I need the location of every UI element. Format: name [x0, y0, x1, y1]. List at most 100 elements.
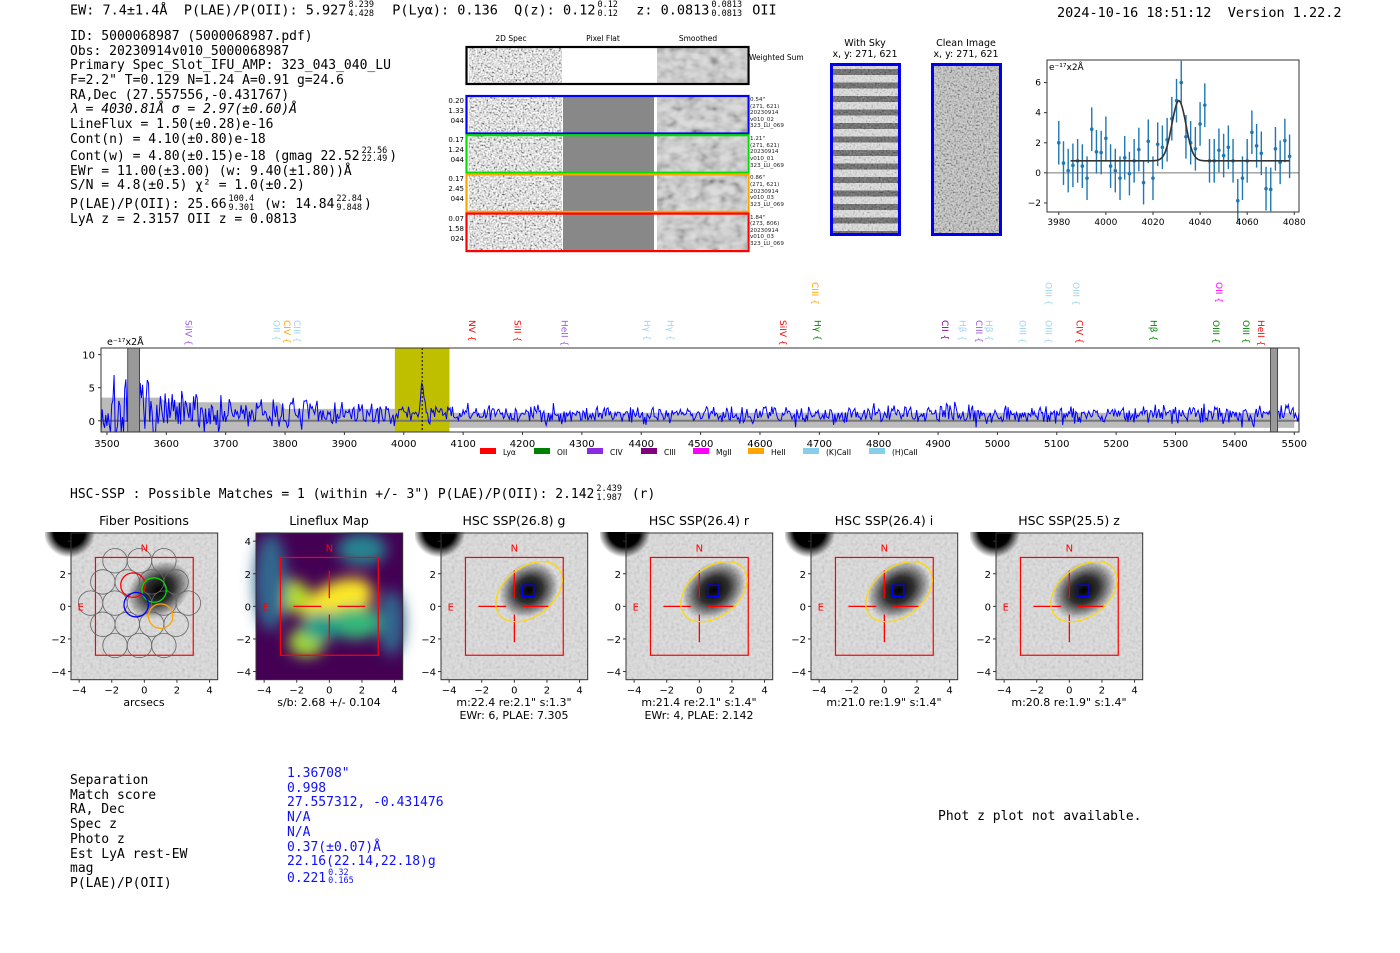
summary-header: EW: 7.4±1.4Å P(LAE)/P(OII): 5.927 8.239 4.… — [70, 1, 777, 19]
catalog-marker — [521, 584, 535, 597]
compass-north: N — [880, 543, 887, 554]
x-tick-label: −4 — [811, 685, 826, 696]
data-point — [1085, 176, 1089, 180]
line-mark-label: Hβ { — [1148, 320, 1158, 341]
row-stat: 044 — [450, 156, 464, 165]
cutout-title: HSC SSP(26.4) i — [834, 513, 934, 528]
spec2d-row — [465, 134, 750, 174]
line-mark-label: OIII { — [1042, 282, 1052, 306]
y-tick-label: −4 — [606, 667, 621, 678]
data-point — [1198, 122, 1202, 126]
source-ellipse — [864, 560, 933, 622]
y-tick-label: −2 — [236, 635, 251, 646]
data-point — [1217, 148, 1221, 153]
x-tick-label: 4 — [206, 685, 212, 696]
spec2d-row — [465, 212, 750, 253]
x-tick-label: 4300 — [569, 439, 594, 450]
x-tick-label: 4000 — [391, 439, 416, 450]
info-id: ID: 5000068987 (5000068987.pdf) — [70, 29, 313, 44]
row-stat: 0.17 — [448, 136, 464, 145]
data-point — [1061, 161, 1066, 165]
line-mark-label: Hγ { — [812, 320, 822, 341]
cutout-title: HSC SSP(25.5) z — [1018, 513, 1120, 528]
x-tick-label: 4020 — [1142, 218, 1165, 228]
pixel-flat — [563, 96, 654, 134]
row-meta-line: (273, 806) — [750, 221, 780, 228]
compass-north: N — [695, 543, 702, 554]
legend-swatch — [480, 448, 496, 454]
line-mark-label: OII { — [271, 320, 281, 341]
x-tick-label: 2 — [1098, 685, 1104, 696]
data-point — [1141, 180, 1146, 185]
plae-lo: 0.165 — [328, 876, 354, 887]
match-value: 1.36708" — [287, 766, 350, 781]
x-tick-label: 0 — [881, 685, 887, 696]
legend-swatch — [693, 448, 709, 454]
match-label: P(LAE)/P(OII) — [70, 875, 172, 891]
catalog-marker — [1076, 584, 1090, 597]
cutout-hsc: N E 4 2 0 −2 −4 −4 −2 0 2 4 — [599, 531, 773, 696]
y-tick-label: 10 — [82, 351, 95, 362]
cutout-title: Lineflux Map — [289, 513, 369, 528]
smoothed-tint — [657, 135, 747, 173]
data-point — [1273, 146, 1278, 151]
data-point — [1283, 138, 1287, 143]
x-tick-label: 4 — [761, 685, 767, 696]
row-meta-line: v010_03 — [750, 234, 774, 241]
y-tick-label: 4 — [244, 537, 250, 548]
line-mark-label: HeII { — [559, 320, 569, 346]
x-tick-label: 4 — [391, 685, 397, 696]
cutout-caption-2: EWr: 4, PLAE: 2.142 — [644, 709, 754, 722]
data-point — [1226, 145, 1231, 150]
row-meta-line: 0.86" — [750, 175, 766, 182]
selected-fiber — [122, 591, 149, 618]
row-meta-line: 0.54" — [750, 97, 766, 103]
legend-label: CIV — [610, 448, 623, 457]
info-lambda: λ = 4030.81Å σ = 2.97(±0.60)Å — [70, 102, 297, 118]
y-tick-label: 5 — [89, 384, 95, 395]
smoothed-tint — [657, 47, 747, 84]
data-point — [1122, 156, 1127, 160]
smoothed-tint — [657, 213, 747, 252]
cutout-caption: s/b: 2.68 +/- 0.104 — [277, 696, 381, 709]
flux-blob — [337, 532, 387, 566]
x-tick-label: 3600 — [154, 439, 179, 450]
x-tick-label: 5200 — [1103, 439, 1128, 450]
pixel-flat — [563, 174, 654, 212]
selected-fiber — [140, 576, 167, 603]
cutout-title: Fiber Positions — [99, 513, 189, 528]
info-radec: RA,Dec (27.557556,-0.431767) — [70, 87, 290, 103]
cutout-hsc: N E 4 2 0 −2 −4 −4 −2 0 2 4 — [969, 531, 1143, 696]
x-tick-label: 5100 — [1044, 439, 1069, 450]
cutout-caption-2: EWr: 6, PLAE: 7.305 — [459, 709, 569, 722]
row-stat: 1.24 — [448, 146, 464, 155]
gaussian-fit — [1070, 99, 1290, 162]
cutout-title: HSC SSP(26.8) g — [462, 513, 566, 528]
x-tick-label: 4100 — [450, 439, 475, 450]
match-value: 0.37(±0.07)Å — [287, 839, 381, 855]
row-meta-line: v010_01 — [750, 155, 774, 162]
cutout-flux: N E 4 2 0 −2 −4 −4 −2 0 2 4 — [236, 532, 404, 696]
info-primary: Primary Spec_Slot_IFU_AMP: 323_043_040_L… — [70, 58, 391, 74]
line-mark-label: OII { — [1213, 282, 1223, 303]
pixel-flat — [563, 213, 654, 252]
data-point — [1160, 145, 1165, 150]
spec2d-cutout — [469, 47, 562, 84]
smoothed-cutout — [657, 47, 747, 84]
info-lineflux: LineFlux = 1.50(±0.28)e-16 — [70, 117, 274, 133]
row-meta-line: 323_LU_069 — [750, 162, 784, 169]
x-tick-label: −2 — [844, 685, 859, 696]
row-meta: 0.86" (271, 621) 20230914 v010_03 323_LU_069 — [750, 175, 784, 208]
line-mark-label: CII { — [939, 320, 949, 340]
legend-swatch — [641, 448, 657, 454]
y-tick-label: −2 — [606, 635, 621, 646]
x-tick-label: 0 — [1066, 685, 1072, 696]
ew-value: EW: 7.4±1.4Å — [70, 2, 168, 19]
line-mark-label: CIV { — [1073, 320, 1083, 344]
row-meta-line: 1.84" — [750, 214, 766, 221]
y-tick-label: −4 — [51, 667, 66, 678]
row-meta-line: 323_LU_069 — [750, 123, 784, 130]
data-point — [1113, 168, 1118, 173]
y-tick-label: −2 — [791, 635, 806, 646]
row-meta-line: 323_LU_069 — [750, 240, 784, 247]
